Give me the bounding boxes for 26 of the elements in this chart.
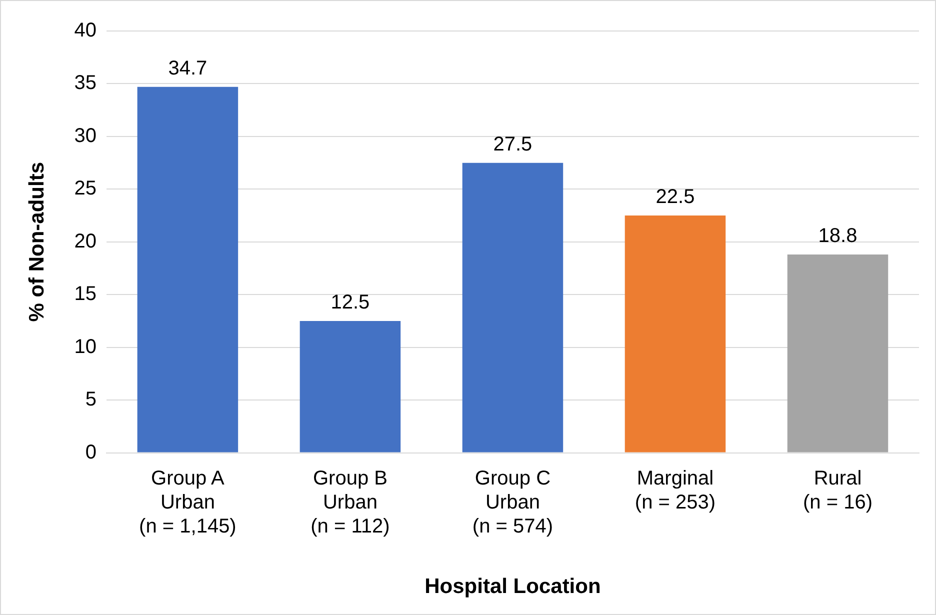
bar <box>137 86 238 452</box>
y-tick-label: 15 <box>74 283 96 306</box>
data-label: 27.5 <box>493 133 532 156</box>
y-tick-label: 25 <box>74 178 96 200</box>
y-tick-label: 35 <box>74 72 96 94</box>
bar <box>624 216 726 452</box>
bar <box>787 254 888 452</box>
data-label: 22.5 <box>656 186 695 208</box>
y-tick-label: 30 <box>74 124 96 147</box>
y-tick-label: 5 <box>85 388 96 411</box>
x-tick-label: Group B Urban (n = 112) <box>310 467 390 538</box>
bar <box>300 320 401 452</box>
x-axis-title: Hospital Location <box>424 575 601 598</box>
x-tick-label: Group C Urban (n = 574) <box>472 467 554 538</box>
x-tick-label: Group A Urban (n = 1,145) <box>139 467 236 538</box>
y-tick-label: 0 <box>85 441 96 464</box>
data-label: 12.5 <box>330 292 370 314</box>
y-tick-label: 20 <box>74 230 96 252</box>
x-tick-label: Rural (n = 16) <box>803 467 872 514</box>
y-tick-label: 40 <box>74 20 96 42</box>
x-tick-label: Marginal (n = 253) <box>634 467 716 514</box>
bar <box>462 162 564 452</box>
data-label: 18.8 <box>818 225 858 248</box>
y-tick-label: 10 <box>74 336 96 358</box>
data-label: 34.7 <box>168 57 208 80</box>
y-axis-title: % of Non-adults <box>25 162 48 322</box>
